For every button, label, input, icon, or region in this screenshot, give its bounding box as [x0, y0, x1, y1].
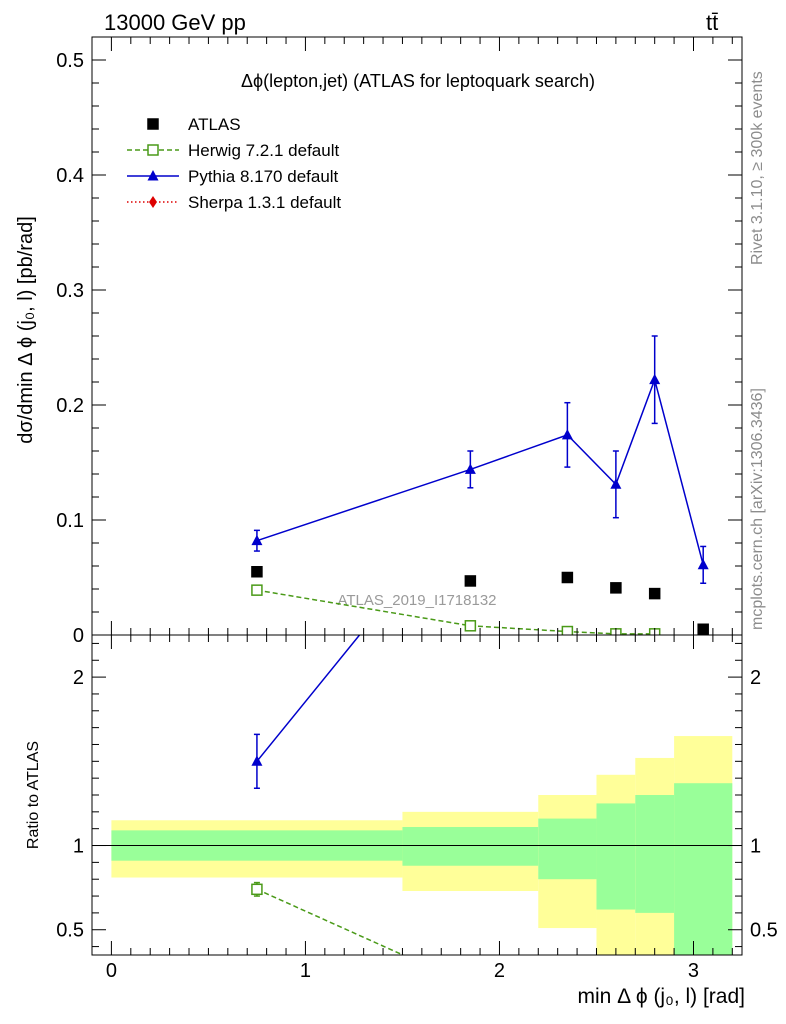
legend-label: Sherpa 1.3.1 default — [188, 193, 341, 212]
x-axis-label: min Δ ϕ (j₀, l) [rad] — [577, 985, 745, 1008]
x-tick-label: 3 — [688, 960, 699, 982]
atlas-data-point — [697, 623, 709, 635]
legend-marker-sherpa — [149, 196, 157, 208]
ratio-line-herwig — [256, 888, 405, 955]
pythia-point — [561, 428, 573, 440]
legend-label: Pythia 8.170 default — [188, 167, 339, 186]
legend-entry: Sherpa 1.3.1 default — [127, 193, 341, 212]
main-y-axis-label: dσ/dmin Δ ϕ (j₀, l) [pb/rad] — [15, 216, 37, 444]
legend-marker-atlas — [147, 118, 159, 130]
legend-label: Herwig 7.2.1 default — [188, 141, 339, 160]
rivet-label: Rivet 3.1.10, ≥ 300k events — [749, 71, 766, 265]
pythia-point — [697, 558, 709, 570]
atlas-data-point — [561, 571, 574, 584]
ratio-y-axis-label: Ratio to ATLAS — [25, 741, 42, 849]
uncertainty-band-inner — [635, 795, 675, 913]
atlas-data-point — [610, 582, 622, 594]
main-y-tick-label: 0.4 — [56, 165, 84, 187]
axes: 0 1 2 3 0 0.1 0.2 0.3 0.4 0.5 0.5 0.5 1 1 2 2 — [56, 36, 778, 982]
legend-entry: ATLAS — [147, 115, 241, 134]
legend: ATLAS Herwig 7.2.1 default Pythia 8.170 de… — [127, 115, 341, 212]
uncertainty-band-inner — [674, 783, 733, 955]
legend-entry: Pythia 8.170 default — [127, 167, 339, 186]
ratio-y-tick-label-left: 0.5 — [56, 920, 84, 942]
legend-marker-herwig — [147, 144, 159, 156]
pythia-point — [610, 478, 622, 489]
x-tick-label: 2 — [494, 960, 505, 982]
main-y-tick-label: 0.5 — [56, 50, 84, 72]
uncertainty-band-inner — [596, 803, 636, 910]
uncertainty-band-inner — [538, 818, 597, 880]
ratio-plot-area — [92, 635, 742, 955]
ratio-point-herwig — [251, 883, 263, 896]
main-y-tick-label: 0.1 — [56, 510, 84, 532]
uncertainty-band-inner — [402, 827, 539, 866]
ratio-line-pythia — [256, 635, 361, 762]
herwig-point — [561, 625, 574, 635]
mcplots-label: mcplots.cern.ch [arXiv:1306.3436] — [749, 388, 766, 630]
main-y-tick-label: 0 — [73, 625, 84, 647]
analysis-watermark: ATLAS_2019_I1718132 — [337, 592, 496, 609]
ratio-y-tick-label-left: 2 — [73, 667, 84, 689]
pythia-point — [464, 463, 476, 474]
header-left: 13000 GeV pp — [104, 10, 246, 35]
ratio-y-tick-label-left: 1 — [73, 836, 84, 858]
chart-title: Δϕ(lepton,jet) (ATLAS for leptoquark sea… — [241, 71, 595, 91]
ratio-point-pythia — [251, 755, 263, 766]
atlas-data-point — [464, 575, 477, 587]
legend-label: ATLAS — [188, 115, 241, 134]
pythia-line — [256, 377, 704, 566]
legend-marker-pythia — [147, 170, 159, 181]
atlas-data-point — [648, 587, 661, 600]
legend-entry: Herwig 7.2.1 default — [127, 141, 339, 160]
ratio-y-tick-label-right: 0.5 — [750, 920, 778, 942]
x-tick-label: 0 — [106, 960, 117, 982]
main-y-tick-label: 0.2 — [56, 395, 84, 417]
pythia-point — [649, 373, 661, 385]
main-series — [251, 335, 709, 635]
herwig-point — [464, 620, 477, 632]
x-tick-label: 1 — [300, 960, 311, 982]
ratio-series — [251, 635, 405, 955]
main-y-tick-label: 0.3 — [56, 280, 84, 302]
atlas-data-point — [251, 566, 263, 578]
ratio-y-tick-label-right: 2 — [750, 667, 761, 689]
pythia-point — [251, 534, 263, 546]
ratio-y-tick-label-right: 1 — [750, 836, 761, 858]
herwig-point — [251, 584, 263, 596]
header-right: tt̄ — [706, 10, 718, 35]
